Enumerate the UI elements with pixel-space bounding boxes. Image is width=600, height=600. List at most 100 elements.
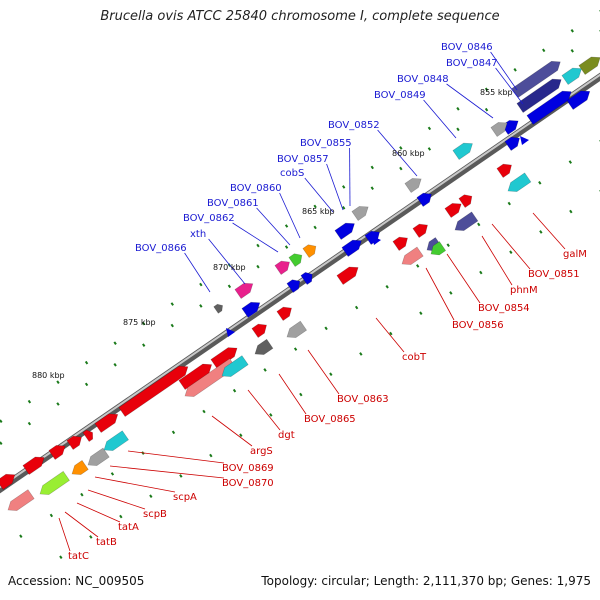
leader-line bbox=[211, 415, 253, 447]
leader-line bbox=[94, 476, 176, 493]
gene-arrow-far bbox=[286, 279, 301, 293]
ring-tick bbox=[232, 388, 237, 393]
ring-tick bbox=[570, 49, 574, 53]
gene-arrow-outer bbox=[221, 355, 249, 377]
leader-line bbox=[446, 253, 481, 304]
gene-arrow-far bbox=[302, 244, 317, 258]
gene-arrow-inner bbox=[251, 323, 267, 338]
gene-arrow-far bbox=[416, 192, 432, 207]
leader-line bbox=[58, 517, 71, 552]
ring-tick bbox=[427, 126, 432, 131]
leader-line bbox=[495, 67, 524, 105]
gene-label-top: cobS bbox=[280, 168, 304, 179]
gene-label-bottom: dgt bbox=[278, 430, 295, 441]
gene-arrow-outer bbox=[103, 430, 129, 451]
ring-tick bbox=[568, 160, 572, 164]
gene-label-top: BOV_0852 bbox=[328, 120, 380, 131]
ring-tick bbox=[569, 209, 573, 214]
gene-arrow-outer bbox=[254, 338, 274, 355]
gene-arrow-far bbox=[274, 260, 290, 275]
gene-arrow-inner bbox=[276, 306, 292, 321]
gene-arrow-outer bbox=[507, 172, 532, 192]
tick-rings bbox=[0, 10, 600, 560]
ring-tick bbox=[416, 264, 420, 268]
gene-arrow-inner bbox=[118, 365, 189, 417]
ring-tick bbox=[542, 48, 546, 53]
leader-line bbox=[326, 163, 344, 211]
ring-tick bbox=[0, 419, 3, 424]
gene-arrow-outer bbox=[87, 447, 110, 466]
ring-tick bbox=[202, 409, 206, 414]
gene-arrow-inner bbox=[444, 203, 462, 218]
gene-label-top: BOV_0846 bbox=[441, 42, 493, 53]
leader-line bbox=[307, 349, 340, 395]
leader-line bbox=[304, 177, 334, 213]
leader-line bbox=[278, 373, 307, 415]
gene-arrow-outer bbox=[39, 470, 70, 495]
leader-line bbox=[377, 129, 418, 177]
ring-tick bbox=[507, 201, 511, 206]
gene-label-top: BOV_0848 bbox=[397, 74, 449, 85]
ring-tick bbox=[456, 127, 460, 132]
ring-tick bbox=[484, 107, 489, 112]
gene-arrow-far bbox=[490, 122, 508, 137]
ring-tick bbox=[538, 181, 542, 185]
kbp-tick-label: 865 kbp bbox=[302, 207, 335, 216]
map-title: Brucella ovis ATCC 25840 chromosome I, c… bbox=[100, 9, 500, 24]
leader-line bbox=[491, 223, 531, 270]
gene-arrow-far bbox=[334, 222, 355, 240]
ring-tick bbox=[80, 492, 84, 497]
leader-line bbox=[256, 207, 291, 246]
ring-tick bbox=[342, 185, 346, 189]
gene-label-bottom: scpA bbox=[173, 492, 197, 503]
gene-arrow-far bbox=[213, 303, 223, 314]
ring-tick bbox=[113, 341, 117, 345]
leader-line bbox=[232, 222, 279, 253]
ring-tick bbox=[149, 494, 153, 499]
ring-tick bbox=[56, 380, 60, 384]
gene-arrow-far bbox=[300, 272, 313, 285]
gene-arrow-inner bbox=[48, 445, 66, 460]
ring-tick bbox=[399, 166, 403, 171]
gene-arrow-inner bbox=[210, 347, 238, 369]
ring-tick bbox=[313, 225, 317, 230]
ring-tick bbox=[263, 368, 267, 372]
ring-tick bbox=[342, 206, 346, 210]
ring-tick bbox=[56, 402, 60, 406]
ring-tick bbox=[113, 362, 117, 367]
ring-tick bbox=[27, 399, 32, 404]
ring-tick bbox=[427, 147, 432, 151]
gene-label-bottom: BOV_0863 bbox=[337, 394, 389, 405]
gene-arrow-inner bbox=[412, 223, 428, 238]
gene-arrow-inner bbox=[458, 194, 473, 208]
gene-arrow-far bbox=[516, 78, 562, 113]
ring-tick bbox=[293, 347, 298, 351]
gene-arrow-far bbox=[561, 67, 582, 85]
gene-label-bottom: scpB bbox=[143, 509, 167, 520]
ring-tick bbox=[539, 230, 543, 234]
ring-tick bbox=[19, 534, 23, 539]
gene-label-bottom: argS bbox=[250, 446, 273, 457]
gene-label-bottom: BOV_0869 bbox=[222, 463, 274, 474]
gene-arrow-far bbox=[578, 56, 600, 75]
ring-tick bbox=[209, 453, 213, 458]
ring-tick bbox=[59, 555, 63, 560]
gene-arrow-inner bbox=[82, 429, 94, 442]
gene-label-top: BOV_0857 bbox=[277, 154, 329, 165]
gene-arrow-far bbox=[288, 253, 303, 267]
ring-tick bbox=[199, 282, 203, 287]
ring-tick bbox=[179, 474, 183, 478]
gene-arrow-inner bbox=[392, 236, 408, 251]
gene-arrow-outer bbox=[7, 489, 35, 511]
ring-tick bbox=[227, 284, 232, 289]
leader-line bbox=[532, 212, 566, 250]
ring-tick bbox=[479, 270, 483, 275]
gene-arrow-inner bbox=[336, 266, 359, 285]
ring-tick bbox=[313, 204, 317, 209]
leader-line bbox=[490, 51, 518, 91]
leader-line bbox=[76, 502, 121, 523]
ring-tick bbox=[170, 323, 174, 328]
gene-arrow-far bbox=[341, 239, 362, 257]
gene-label-bottom: BOV_0870 bbox=[222, 478, 274, 489]
